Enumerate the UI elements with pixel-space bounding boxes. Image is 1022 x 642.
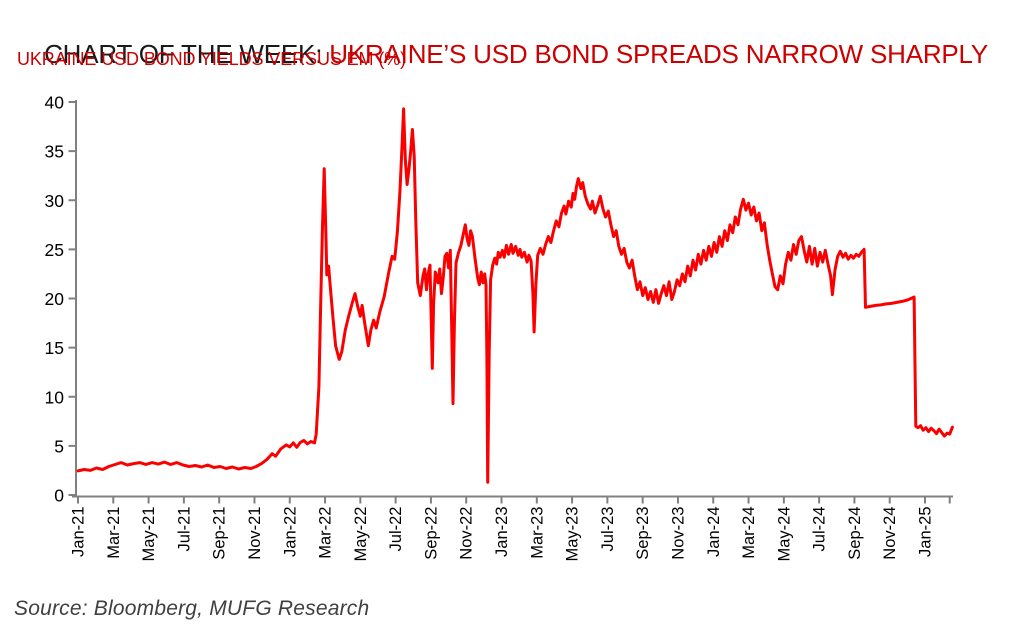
y-tick-label: 10 (45, 387, 65, 407)
x-tick-label: Sep-22 (422, 507, 440, 560)
y-tick-label: 25 (45, 240, 64, 260)
chart-subtitle: UKRAINE USD BOND YIELDS VERSUS EM (%) (17, 49, 407, 69)
y-tick-label: 40 (45, 93, 65, 113)
x-tick-label: Jan-21 (70, 507, 88, 557)
y-tick-label: 15 (45, 338, 64, 358)
x-tick-label: Jan-25 (917, 507, 935, 557)
x-tick-label: May-24 (775, 507, 793, 562)
x-tick-label: Jul-23 (599, 507, 617, 552)
x-tick-label: Mar-22 (317, 507, 335, 559)
y-tick-label: 0 (54, 486, 64, 506)
x-tick-label: Jul-24 (811, 507, 829, 552)
y-tick-label: 30 (45, 191, 65, 211)
x-tick-label: Sep-21 (211, 507, 229, 560)
x-tick-label: Sep-24 (846, 507, 864, 560)
page-title: CHART OF THE WEEK: UKRAINE’S USD BOND SP… (16, 8, 988, 101)
title-prefix: CHART OF THE WEEK: (44, 39, 330, 69)
x-tick-label: Nov-24 (881, 507, 899, 560)
x-tick-label: Nov-22 (458, 507, 476, 560)
x-tick-label: Mar-21 (105, 507, 123, 559)
series-line-ukraine-spread (76, 107, 954, 484)
x-tick-label: Jan-23 (493, 507, 511, 557)
y-tick-label: 5 (54, 436, 64, 456)
y-tick-label: 20 (45, 289, 65, 309)
x-tick-label: Mar-23 (528, 507, 546, 559)
x-tick-label: Sep-23 (634, 507, 652, 560)
x-tick-label: Jan-22 (281, 507, 299, 557)
x-tick-label: May-22 (352, 507, 370, 562)
y-tick-label: 35 (45, 142, 64, 162)
x-tick-label: Jan-24 (705, 507, 723, 557)
x-tick-label: Jul-21 (175, 507, 193, 552)
title-main: UKRAINE’S USD BOND SPREADS NARROW SHARPL… (329, 39, 989, 69)
x-tick-label: Nov-21 (246, 507, 264, 560)
x-tick-label: Nov-23 (669, 507, 687, 560)
x-tick-label: Jul-22 (387, 507, 405, 552)
source-note: Source: Bloomberg, MUFG Research (14, 597, 370, 620)
x-tick-label: Mar-24 (740, 507, 758, 559)
x-tick-label: May-23 (564, 507, 582, 562)
x-tick-label: May-21 (140, 507, 158, 562)
